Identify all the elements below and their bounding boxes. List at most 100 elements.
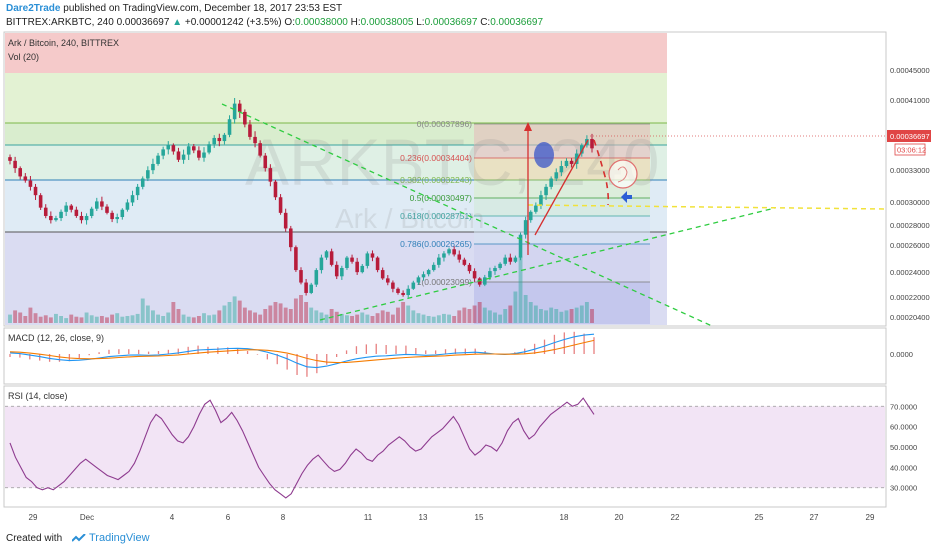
candle [202,152,206,158]
candle [294,247,298,271]
volume-bar [493,312,497,323]
last-price-label: 0.00036697 [890,132,930,141]
volume-bar [140,298,145,323]
volume-legend: Vol (20) [8,52,39,62]
candle [396,288,400,293]
time-tick-label: 29 [29,513,38,522]
footer: Created with TradingView [0,528,932,550]
rsi-scale[interactable]: 70.0000 60.0000 50.0000 40.0000 30.0000 [890,402,917,492]
countdown-badge [894,143,926,156]
candle [243,111,247,125]
candle [217,137,222,142]
candle [488,271,492,278]
candle [115,217,119,220]
volume-bar [283,307,288,323]
candle [457,254,462,260]
candle [212,137,216,145]
ohlc-h-label: H: [350,17,361,28]
candle [74,209,79,216]
candle [467,264,472,272]
volume-bar [390,314,395,323]
volume-bar [89,315,94,323]
publish-line: Dare2Trade published on TradingView.com,… [6,3,342,14]
macd-scale[interactable]: 0.0000 [890,350,913,359]
candle [283,212,288,229]
volume-bar [202,313,206,323]
candle [181,154,186,160]
candle [340,267,344,277]
fib-level-label: 1(0.00023099) [417,277,472,287]
author-link[interactable]: Dare2Trade [6,3,61,14]
candles [8,97,594,298]
rsi-line [9,397,595,499]
fib-level-label: 0.618(0.00028751) [400,211,472,221]
rsi-tick-label: 60.0000 [890,423,917,432]
candle [33,186,38,196]
candle [554,172,559,179]
candle [54,218,58,221]
volume-bar [355,314,360,323]
volume-bar [508,305,513,323]
candle [232,103,237,120]
rsi-tick-label: 70.0000 [890,402,917,411]
volume-bar [426,316,431,323]
candle [120,209,125,218]
volume-bar [232,296,237,323]
tradingview-brand[interactable]: TradingView [72,532,150,544]
candle [324,251,329,258]
candle [110,212,114,220]
candle [350,257,354,262]
watermark: ARKBTC, 240 [245,125,660,199]
candle [569,160,574,164]
macd-line-signal [9,339,595,364]
volume-bar [74,316,79,323]
fib-band [474,282,650,324]
time-tick-label: 22 [671,513,680,522]
volume-bar [43,315,48,323]
tradingview-brand-label: TradingView [89,532,150,544]
candle [416,277,421,283]
price-tick-label: 0.00020400 [890,313,930,322]
fib-band [474,244,650,282]
volume-bar [539,309,543,323]
candle [365,253,370,266]
time-tick-label: 27 [810,513,819,522]
chart-canvas[interactable]: 0(0.00037896) 0.236(0.00034404) 0.382(0.00… [0,30,932,530]
rsi-indicator [5,397,885,499]
candle [95,201,99,209]
fib-retracement-tool[interactable]: 0(0.00037896) 0.236(0.00034404) 0.382(0.00… [400,119,650,324]
volume-bar [33,313,38,323]
volume-bar [94,316,99,323]
volume-bar [360,312,365,323]
watermark-sub: Ark / Bitcoin [335,203,484,234]
time-axis[interactable]: 29 Dec 4 6 8 11 13 15 18 20 22 25 27 29 [29,513,875,522]
candle [8,157,12,161]
volume-bar [365,314,370,323]
candle [227,119,232,135]
volume-bar [309,307,314,323]
volume-bar [161,316,166,323]
volume-bar [375,313,380,323]
price-scale[interactable]: 0.00045000 0.00041000 0.00033000 0.00030000… [887,66,931,322]
volume-bar [380,310,385,323]
volume-bar [59,316,63,323]
fib-level-label: 0.236(0.00034404) [400,153,472,163]
volume-bar [559,311,564,323]
ohlc-l-label: L: [416,17,425,28]
candle [431,264,436,271]
macd-title: MACD (12, 26, close, 9) [8,333,104,343]
price-tick-label: 0.00033000 [890,166,930,175]
volume-bar [528,302,533,323]
volume-bar [263,309,268,323]
candle [69,205,74,210]
volume-bar [299,295,303,323]
candle [345,257,349,268]
blue-ellipse [534,142,554,168]
fib-zone-green-top [5,73,667,123]
candle [171,145,176,152]
volume-bar [176,309,181,323]
volume-bar [258,314,263,323]
volume-bar [207,315,212,323]
candle [549,178,553,187]
candle [375,257,380,271]
